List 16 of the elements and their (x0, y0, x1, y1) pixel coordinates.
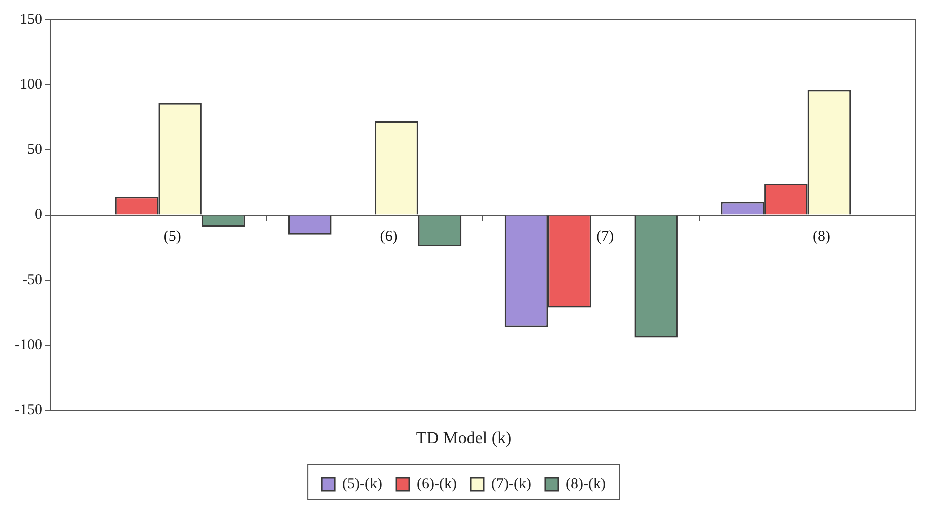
legend-label: (8)-(k) (566, 476, 606, 492)
y-tick-label: -50 (22, 272, 42, 288)
legend-label: (6)-(k) (417, 476, 458, 492)
y-tick-label: 50 (27, 142, 42, 158)
y-tick-label: -150 (14, 402, 42, 419)
y-tick-label: -100 (14, 337, 42, 354)
legend-label: (5)-(k) (342, 476, 383, 492)
x-tick-label: (5) (164, 229, 182, 246)
y-tick-label: 0 (34, 207, 42, 224)
x-tick-label: (7) (596, 229, 614, 246)
y-tick-label: 100 (20, 77, 42, 94)
legend-label: (7)-(k) (492, 476, 532, 492)
x-tick-label: (8) (813, 229, 831, 246)
y-tick-label: 150 (20, 12, 42, 28)
x-tick-label: (6) (380, 229, 398, 246)
x-axis-title: TD Model (k) (416, 428, 512, 448)
